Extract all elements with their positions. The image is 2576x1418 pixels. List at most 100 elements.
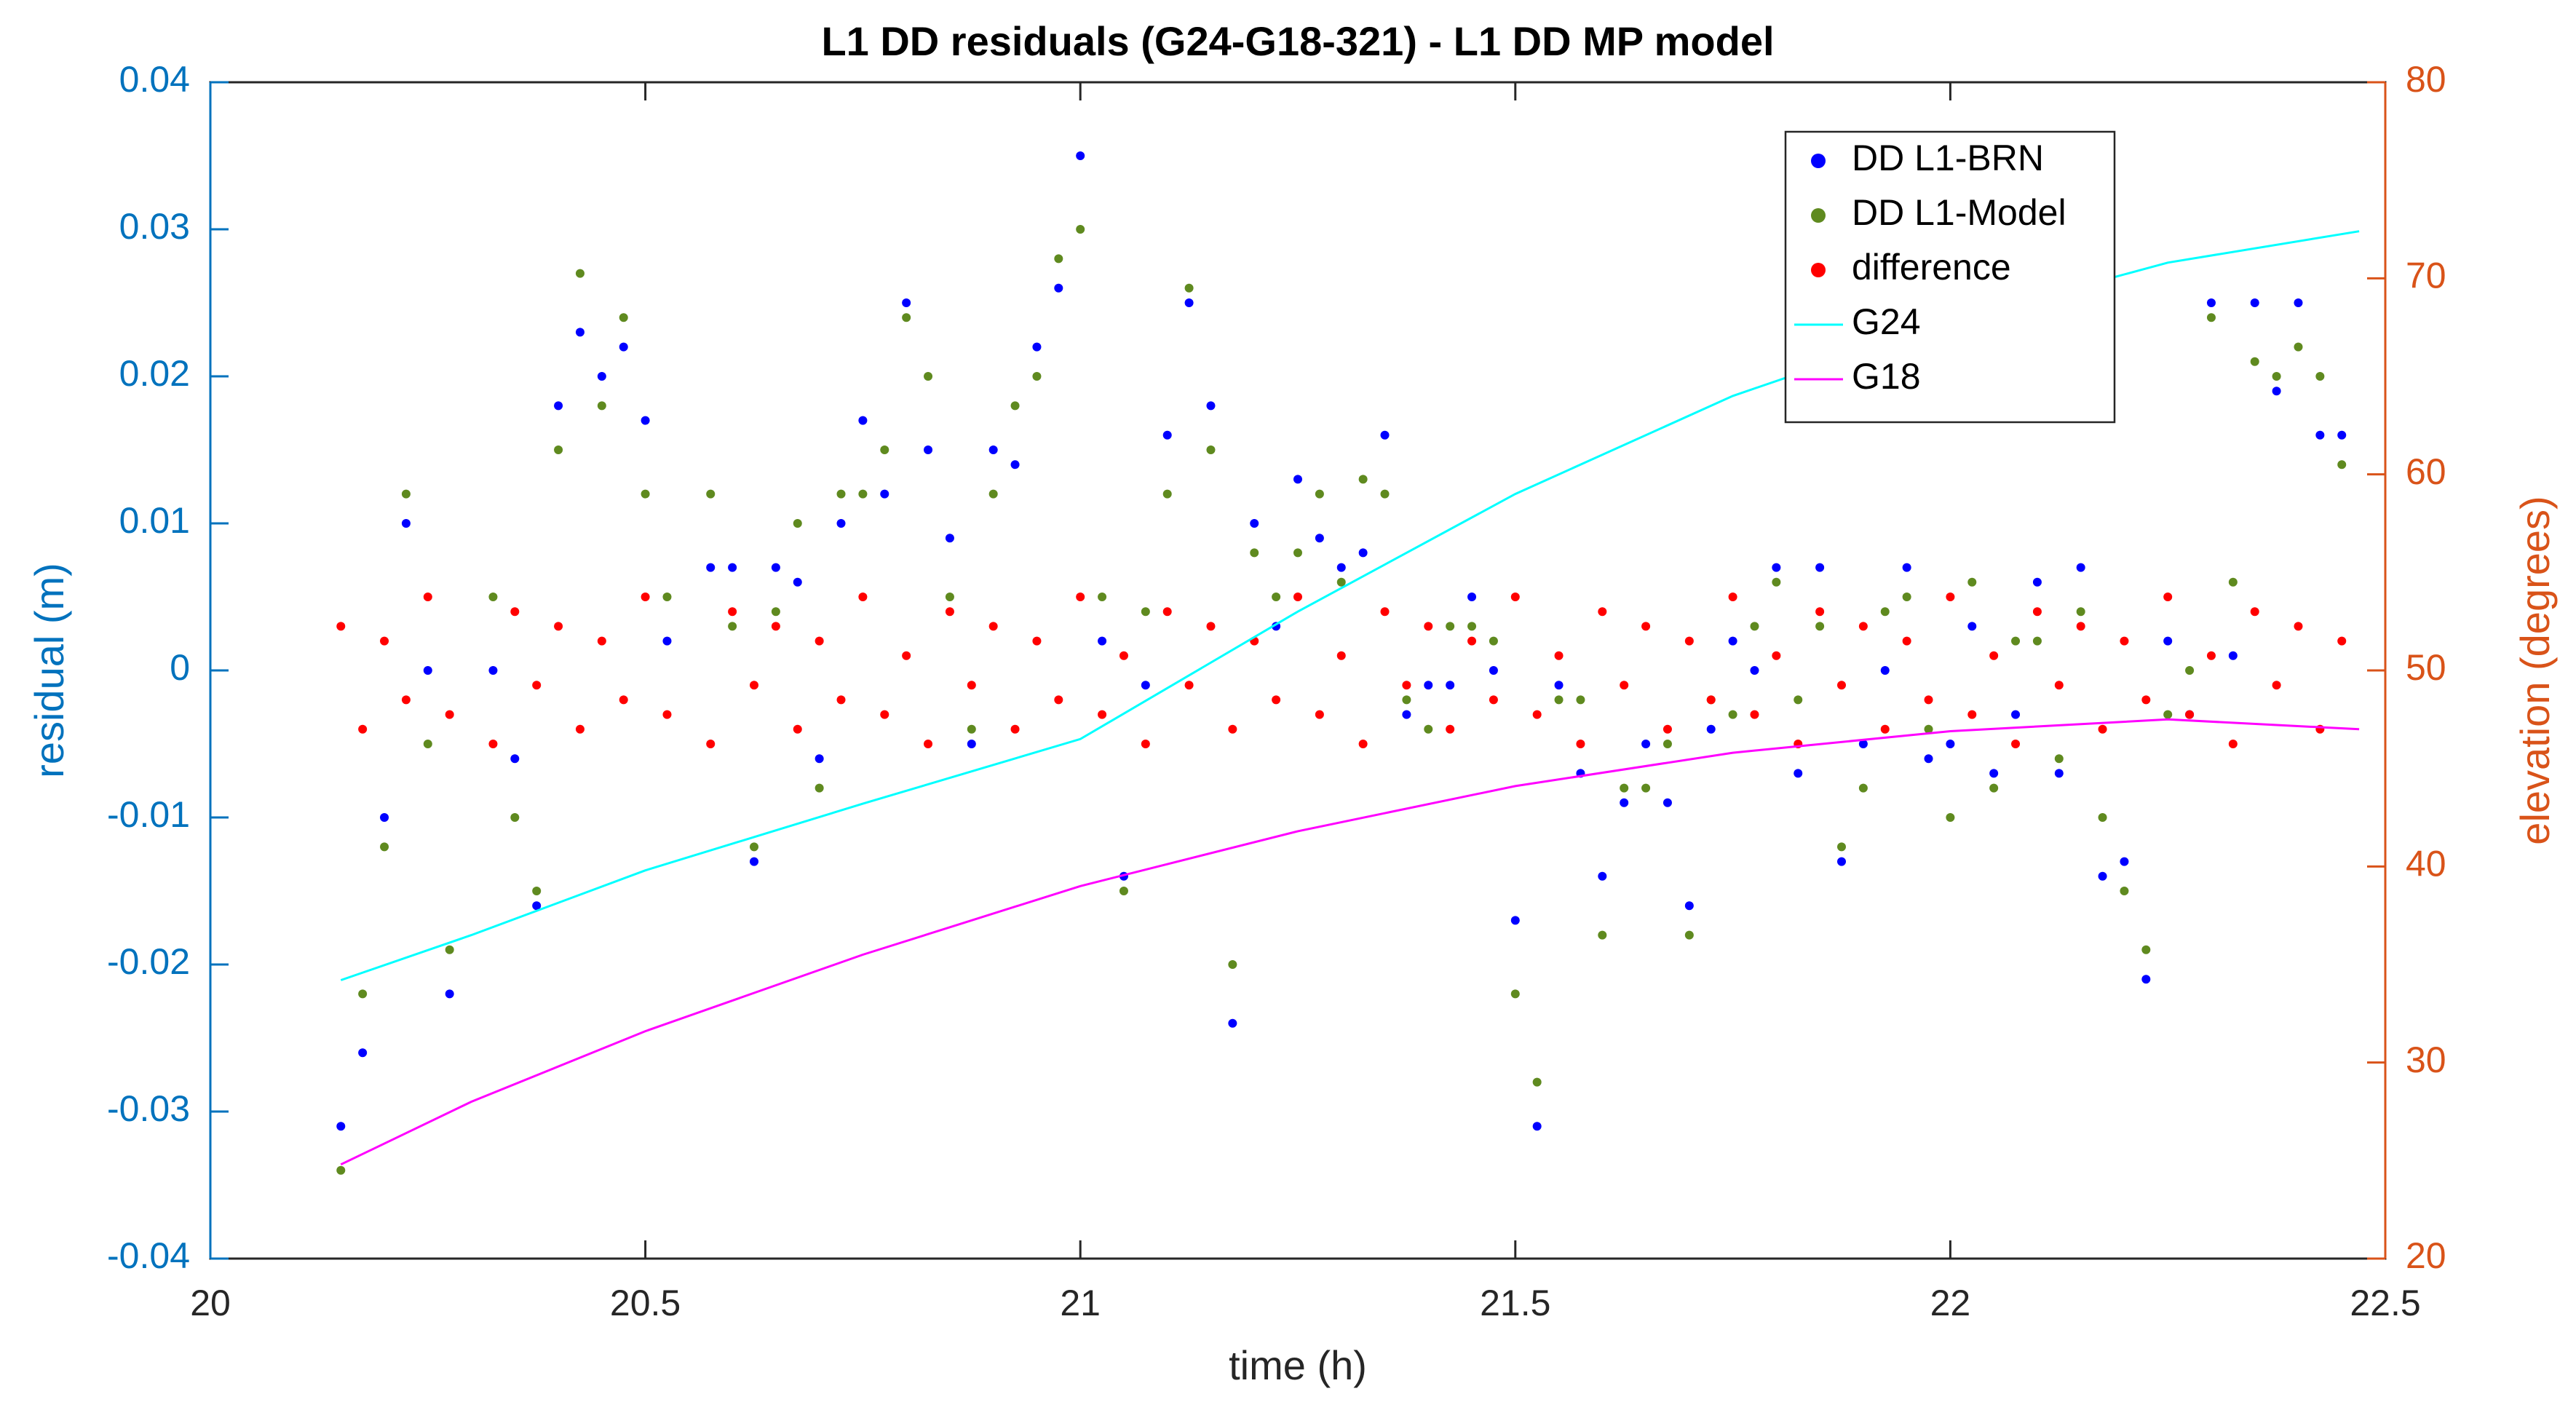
- chart-title: L1 DD residuals (G24-G18-321) - L1 DD MP…: [821, 18, 1774, 64]
- data-point: [641, 416, 650, 425]
- y2-axis-label: elevation (degrees): [2512, 496, 2558, 844]
- data-point: [880, 710, 889, 719]
- data-point: [1554, 651, 1564, 660]
- data-point: [771, 607, 780, 617]
- data-point: [1641, 783, 1651, 793]
- data-point: [1728, 593, 1737, 601]
- data-point: [1380, 607, 1390, 617]
- data-point: [1228, 1018, 1237, 1028]
- y2-tick-label: 30: [2406, 1039, 2446, 1080]
- data-point: [1989, 783, 1999, 793]
- data-point: [1054, 283, 1063, 293]
- data-point: [1467, 593, 1477, 601]
- legend-marker: [1811, 263, 1826, 277]
- data-point: [858, 489, 868, 499]
- data-point: [1576, 740, 1585, 748]
- data-point: [423, 666, 432, 675]
- legend-marker: [1811, 154, 1826, 168]
- data-point: [1576, 695, 1585, 705]
- data-point: [575, 328, 584, 337]
- data-point: [662, 593, 672, 601]
- data-point: [1293, 548, 1302, 558]
- data-point: [880, 489, 889, 499]
- data-point: [2163, 636, 2173, 646]
- y2-tick-label: 40: [2406, 844, 2446, 884]
- data-point: [1815, 622, 1825, 631]
- x-tick-label: 22.5: [2350, 1283, 2420, 1323]
- data-point: [1620, 681, 1629, 690]
- data-point: [2054, 769, 2064, 778]
- data-point: [1076, 151, 1085, 160]
- data-point: [1467, 622, 1477, 631]
- data-point: [1032, 342, 1042, 352]
- data-point: [1184, 681, 1194, 690]
- data-point: [2315, 430, 2325, 440]
- data-point: [2098, 724, 2107, 734]
- data-point: [988, 622, 998, 631]
- data-point: [1684, 930, 1694, 940]
- data-point: [1098, 636, 1107, 646]
- data-point: [1924, 754, 1933, 764]
- y2-tick-label: 50: [2406, 647, 2446, 688]
- data-point: [1206, 622, 1216, 631]
- data-point: [945, 593, 954, 601]
- data-point: [2206, 651, 2216, 660]
- data-point: [2337, 636, 2347, 646]
- data-point: [771, 622, 780, 631]
- data-point: [2185, 710, 2195, 719]
- data-point: [967, 740, 976, 748]
- data-point: [1772, 651, 1781, 660]
- data-point: [380, 813, 389, 822]
- data-point: [1946, 740, 1955, 748]
- legend-label: DD L1-Model: [1852, 192, 2066, 233]
- data-point: [1554, 681, 1564, 690]
- data-point: [1054, 254, 1063, 264]
- data-point: [1162, 430, 1172, 440]
- data-point: [1293, 475, 1302, 484]
- data-point: [1837, 842, 1846, 852]
- data-point: [1815, 563, 1825, 572]
- legend-marker: [1811, 208, 1826, 223]
- data-point: [1402, 681, 1411, 690]
- y-tick-label: -0.01: [107, 794, 190, 835]
- data-point: [380, 636, 389, 646]
- data-point: [706, 740, 716, 748]
- data-point: [510, 813, 520, 822]
- data-point: [2272, 387, 2281, 396]
- data-point: [423, 740, 432, 748]
- data-point: [1380, 430, 1390, 440]
- data-point: [2141, 945, 2151, 954]
- data-point: [1794, 695, 1803, 705]
- data-point: [1902, 593, 1911, 601]
- data-point: [641, 489, 650, 499]
- data-point: [880, 445, 889, 454]
- data-point: [836, 695, 846, 705]
- data-point: [2032, 577, 2042, 587]
- data-point: [1662, 724, 1672, 734]
- data-point: [2294, 622, 2303, 631]
- data-point: [1402, 695, 1411, 705]
- data-point: [336, 1122, 346, 1131]
- data-point: [1641, 740, 1651, 748]
- data-point: [1772, 563, 1781, 572]
- data-point: [1880, 607, 1890, 617]
- data-point: [1532, 710, 1542, 719]
- data-point: [1532, 1122, 1542, 1131]
- data-point: [575, 724, 584, 734]
- data-point: [1489, 636, 1498, 646]
- data-point: [1662, 740, 1672, 748]
- data-point: [662, 710, 672, 719]
- data-point: [1315, 489, 1324, 499]
- data-point: [2315, 372, 2325, 381]
- data-point: [988, 489, 998, 499]
- data-point: [1446, 724, 1455, 734]
- data-point: [597, 636, 606, 646]
- y-tick-label: -0.04: [107, 1235, 190, 1276]
- data-point: [2076, 607, 2085, 617]
- data-point: [793, 577, 802, 587]
- data-point: [2054, 681, 2064, 690]
- data-point: [1750, 666, 1759, 675]
- data-point: [1706, 724, 1716, 734]
- data-point: [1054, 695, 1063, 705]
